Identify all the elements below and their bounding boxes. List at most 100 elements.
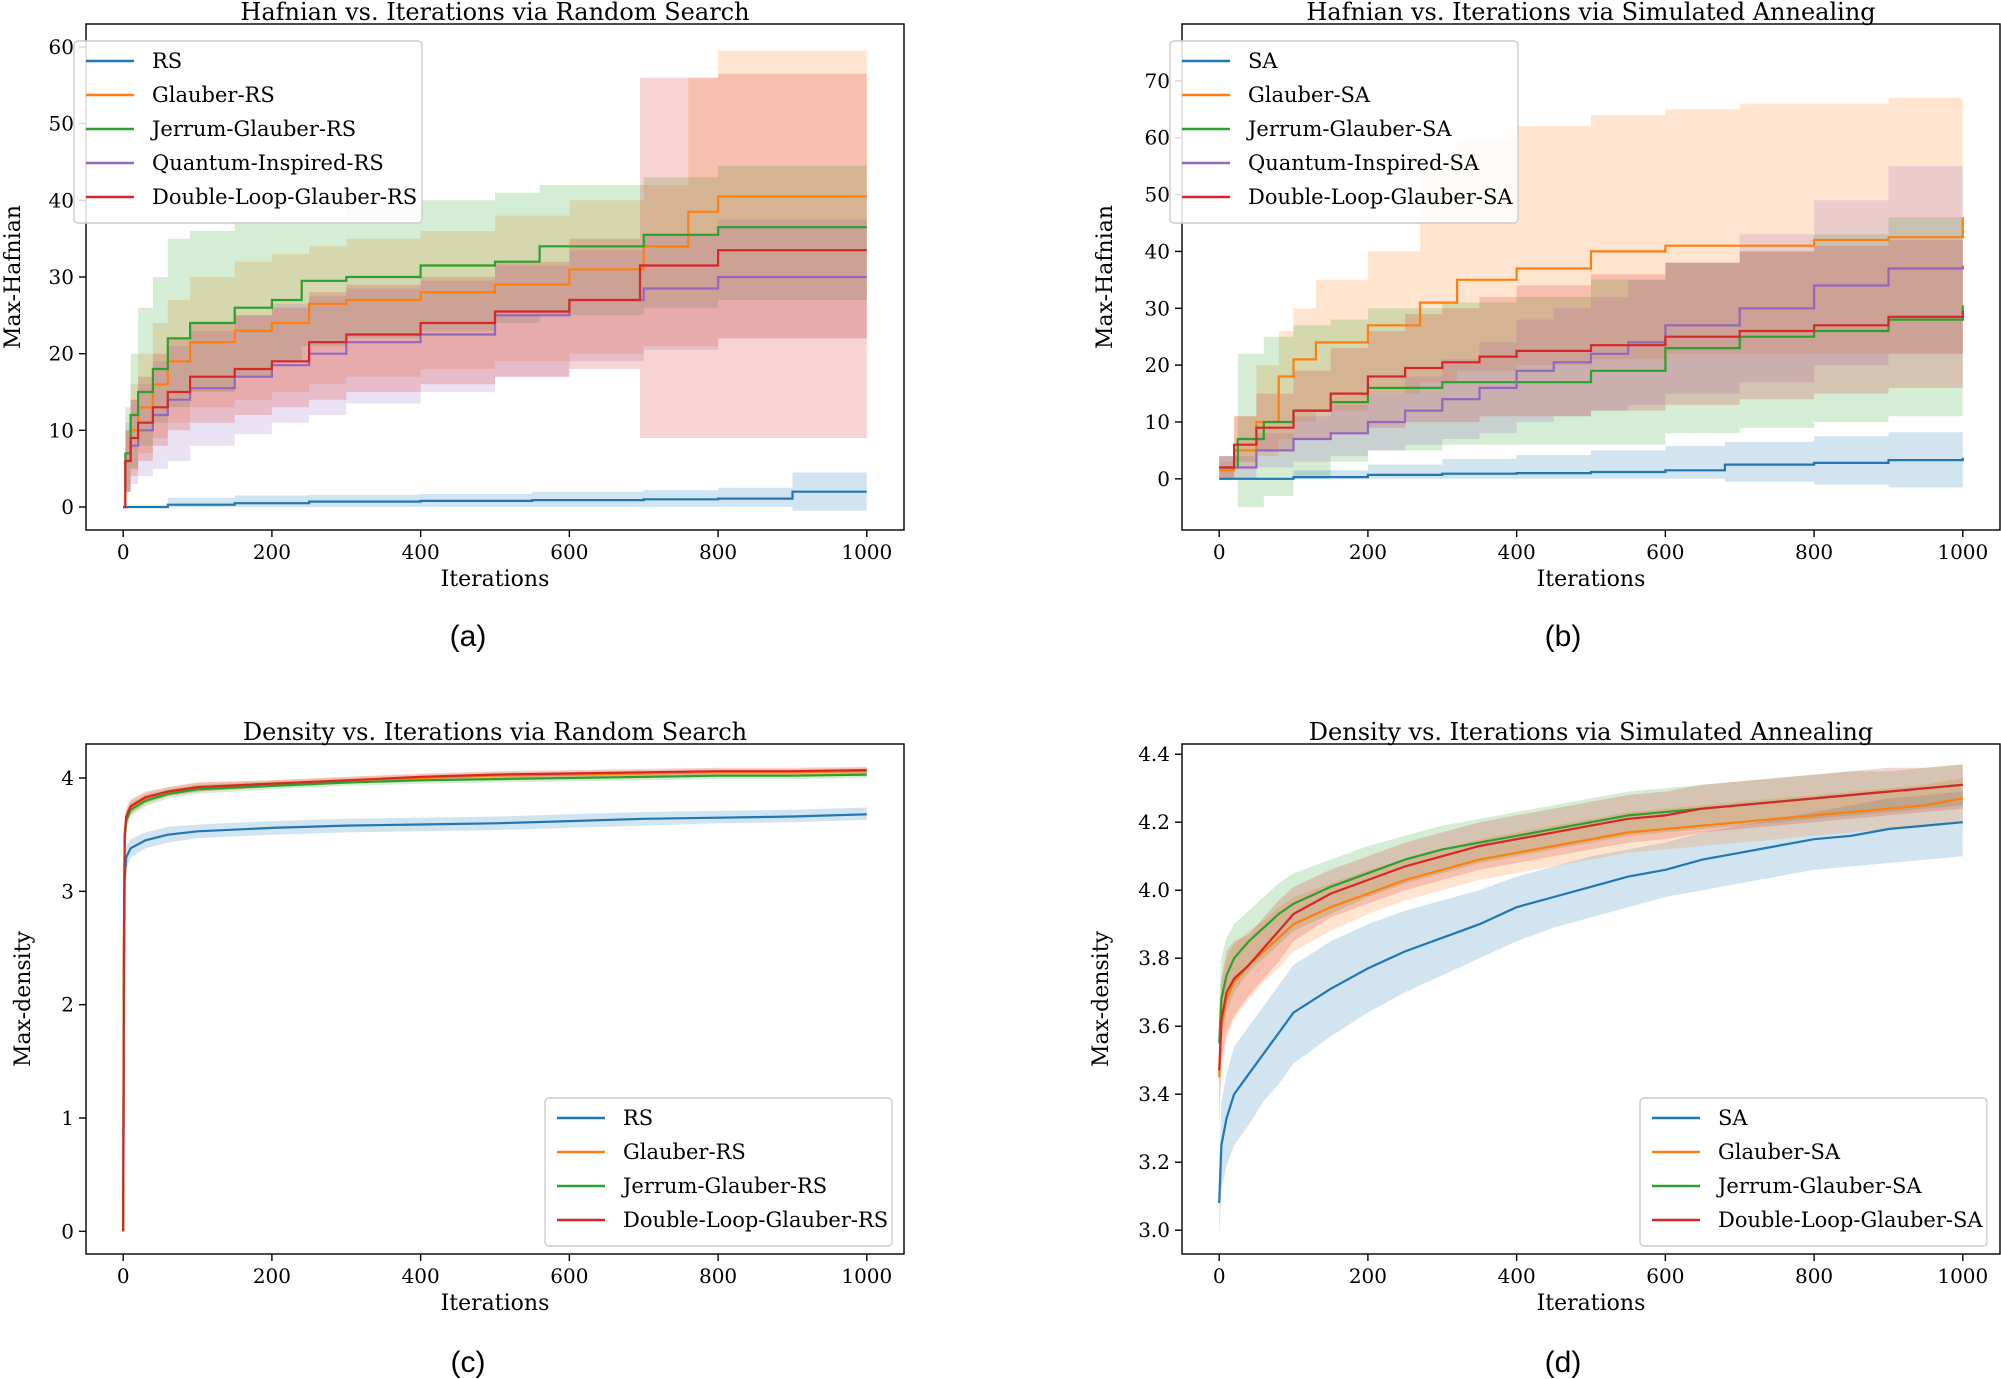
y-tick-label: 3.2 — [1138, 1150, 1170, 1174]
legend-entry: Double-Loop-Glauber-SA — [1248, 185, 1513, 209]
legend: RS Glauber-RS Jerrum-Glauber-RS Double-Loop… — [544, 1097, 893, 1247]
band-quantum-inspired-rs — [123, 219, 867, 507]
y-tick-label: 0 — [1157, 467, 1170, 491]
plot-area — [123, 50, 867, 511]
line-rs — [122, 813, 867, 1232]
legend-box — [1639, 1097, 1988, 1247]
x-tick-label: 1000 — [841, 540, 892, 564]
legend-entry: Jerrum-Glauber-SA — [1716, 1174, 1922, 1198]
plot-area — [1219, 46, 1964, 508]
chart-panel-1: 0 200 400 600 800 1000 0 10 20 30 40 50 60 70 Hafnian … — [1093, 0, 2001, 653]
x-tick-label: 1000 — [1937, 540, 1988, 564]
chart-title: Hafnian vs. Iterations via Random Search — [240, 0, 749, 26]
x-axis-title: Iterations — [441, 1291, 550, 1316]
legend-box — [544, 1097, 893, 1247]
y-axis-title: Max-density — [11, 930, 36, 1067]
x-axis-title: Iterations — [1537, 1291, 1646, 1316]
y-tick-label: 60 — [49, 35, 74, 59]
y-tick-label: 3 — [61, 879, 74, 903]
y-tick-label: 3.8 — [1138, 946, 1170, 970]
panel-label: (a) — [450, 620, 487, 653]
y-tick-label: 4.4 — [1138, 742, 1170, 766]
y-tick-label: 20 — [1145, 353, 1170, 377]
y-axis-title: Max-Hafnian — [1093, 205, 1118, 349]
x-tick-label: 0 — [117, 1264, 130, 1288]
panel-label: (d) — [1545, 1346, 1582, 1379]
axes-frame — [1181, 743, 2001, 1255]
chart-panel-2: 0 200 400 600 800 1000 0 1 2 3 4 Density vs. Iterat… — [11, 718, 905, 1379]
y-tick-label: 1 — [61, 1106, 74, 1130]
x-tick-label: 0 — [1213, 540, 1226, 564]
band-glauber-rs — [123, 50, 867, 508]
line-double-loop-glauber-sa — [1218, 783, 1963, 1071]
y-tick-label: 30 — [49, 265, 74, 289]
x-tick-label: 200 — [253, 540, 291, 564]
x-tick-label: 600 — [550, 540, 588, 564]
y-tick-label: 30 — [1145, 296, 1170, 320]
legend-entry: Jerrum-Glauber-RS — [150, 117, 356, 141]
plot-area — [122, 766, 867, 1232]
legend-entry: Quantum-Inspired-SA — [1248, 151, 1480, 175]
x-axis-title: Iterations — [441, 567, 550, 592]
x-tick-label: 800 — [1795, 1264, 1833, 1288]
x-tick-label: 400 — [402, 1264, 440, 1288]
line-glauber-rs — [123, 195, 867, 509]
chart-title: Density vs. Iterations via Random Search — [243, 718, 747, 746]
chart-title: Hafnian vs. Iterations via Simulated Ann… — [1306, 0, 1875, 26]
x-tick-label: 400 — [1498, 540, 1536, 564]
x-tick-label: 800 — [1795, 540, 1833, 564]
legend-entry: Glauber-SA — [1718, 1140, 1841, 1164]
line-jerrum-glauber-rs — [123, 226, 867, 509]
chart-panel-0: 0 200 400 600 800 1000 0 10 20 30 40 50 60 Hafnian vs… — [1, 0, 905, 653]
y-tick-label: 4.2 — [1138, 810, 1170, 834]
y-tick-label: 40 — [49, 188, 74, 212]
legend-entry: Double-Loop-Glauber-RS — [152, 185, 417, 209]
chart-panel-3: 0 200 400 600 800 1000 3.0 3.2 3.4 3.6 3.8 4.0 4.2 4.… — [1089, 718, 2001, 1379]
y-tick-label: 50 — [1145, 183, 1170, 207]
x-tick-label: 200 — [1349, 540, 1387, 564]
legend-entry: Glauber-SA — [1248, 83, 1371, 107]
line-double-loop-glauber-rs — [122, 769, 867, 1232]
legend: SA Glauber-SA Jerrum-Glauber-SA Quantum-Ins… — [1169, 40, 1519, 224]
plot-area — [1218, 764, 1963, 1237]
panel-label: (c) — [451, 1346, 486, 1379]
band-jerrum-glauber-rs — [123, 165, 867, 508]
legend-entry: RS — [623, 1106, 653, 1130]
axes-frame — [1181, 23, 2001, 531]
band-jerrum-glauber-sa — [1219, 197, 1963, 508]
x-axis-title: Iterations — [1537, 567, 1646, 592]
line-sa — [1218, 821, 1963, 1204]
y-axis-title: Max-Hafnian — [1, 205, 26, 349]
legend-entry: Glauber-RS — [152, 83, 275, 107]
panel-label: (b) — [1545, 620, 1582, 653]
band-quantum-inspired-sa — [1219, 151, 1963, 479]
legend-entry: Jerrum-Glauber-RS — [621, 1174, 827, 1198]
legend-entry: Glauber-RS — [623, 1140, 746, 1164]
y-axis-title: Max-density — [1089, 930, 1114, 1067]
legend-box — [73, 40, 423, 224]
legend-entry: Quantum-Inspired-RS — [152, 151, 384, 175]
y-tick-label: 0 — [61, 1219, 74, 1243]
y-tick-label: 4.0 — [1138, 878, 1170, 902]
band-sa — [1219, 430, 1963, 488]
band-double-loop-glauber-sa — [1219, 764, 1963, 1122]
chart-title: Density vs. Iterations via Simulated Ann… — [1309, 718, 1873, 746]
y-tick-label: 3.0 — [1138, 1218, 1170, 1242]
line-double-loop-glauber-rs — [123, 249, 867, 509]
axes-frame — [85, 743, 905, 1255]
y-tick-label: 50 — [49, 112, 74, 136]
x-tick-label: 800 — [699, 1264, 737, 1288]
legend-entry: SA — [1248, 49, 1278, 73]
y-tick-label: 0 — [61, 495, 74, 519]
y-tick-label: 10 — [49, 418, 74, 442]
line-quantum-inspired-sa — [1219, 265, 1964, 469]
x-tick-label: 400 — [1498, 1264, 1536, 1288]
y-tick-label: 40 — [1145, 239, 1170, 263]
x-tick-label: 0 — [1213, 1264, 1226, 1288]
legend-entry: Double-Loop-Glauber-SA — [1718, 1208, 1983, 1232]
line-sa — [1219, 457, 1964, 480]
line-rs — [123, 490, 867, 509]
x-tick-label: 0 — [117, 540, 130, 564]
y-tick-label: 60 — [1145, 126, 1170, 150]
